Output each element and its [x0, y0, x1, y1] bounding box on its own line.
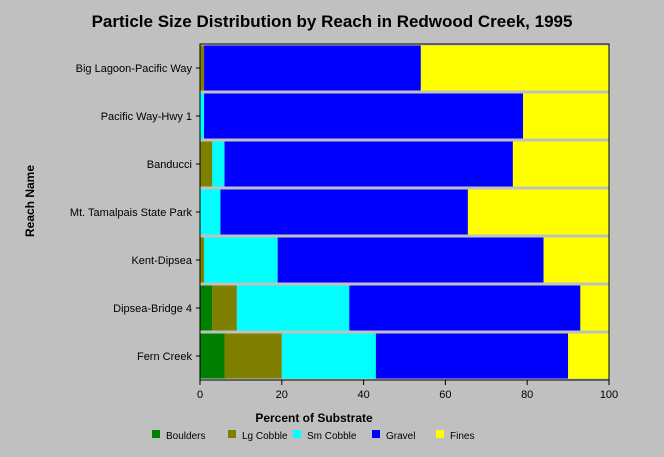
- bar-segment-lg-cobble: [212, 285, 237, 331]
- bar-segment-sm-cobble: [200, 93, 205, 139]
- bar-segment-boulders: [200, 333, 225, 379]
- category-label: Mt. Tamalpais State Park: [70, 207, 193, 219]
- legend-label: Boulders: [166, 431, 205, 442]
- legend-label: Fines: [450, 431, 474, 442]
- bar-segment-fines: [467, 189, 609, 235]
- legend-swatch: [228, 430, 236, 438]
- bar-segment-gravel: [349, 285, 581, 331]
- category-label: Pacific Way-Hwy 1: [101, 111, 192, 123]
- bar-segment-gravel: [204, 93, 524, 139]
- chart-title: Particle Size Distribution by Reach in R…: [91, 12, 573, 31]
- x-tick-label: 0: [197, 389, 203, 401]
- x-tick-label: 60: [439, 389, 451, 401]
- x-tick-label: 100: [600, 389, 618, 401]
- bar-segment-lg-cobble: [200, 141, 213, 187]
- bar-segment-gravel: [375, 333, 569, 379]
- bar-segment-sm-cobble: [212, 141, 225, 187]
- bar-segment-gravel: [220, 189, 468, 235]
- bar-segment-fines: [543, 237, 609, 283]
- category-label: Kent-Dipsea: [131, 255, 192, 267]
- legend-swatch: [436, 430, 444, 438]
- y-axis-title: Reach Name: [23, 165, 37, 237]
- bar-segment-fines: [512, 141, 609, 187]
- legend-label: Sm Cobble: [307, 431, 357, 442]
- bar-segment-gravel: [277, 237, 544, 283]
- bar-segment-lg-cobble: [200, 237, 205, 283]
- bar-segment-gravel: [204, 45, 421, 91]
- bar-segment-lg-cobble: [224, 333, 282, 379]
- bar-segment-boulders: [200, 285, 213, 331]
- x-tick-label: 20: [276, 389, 288, 401]
- bar-segment-sm-cobble: [281, 333, 376, 379]
- legend-label: Gravel: [386, 431, 415, 442]
- x-tick-label: 80: [521, 389, 533, 401]
- bar-segment-fines: [523, 93, 609, 139]
- bar-segment-fines: [420, 45, 609, 91]
- bar-segment-lg-cobble: [200, 45, 205, 91]
- bar-segment-sm-cobble: [204, 237, 278, 283]
- bar-segment-gravel: [224, 141, 513, 187]
- x-axis-title: Percent of Substrate: [255, 411, 373, 425]
- bar-segment-sm-cobble: [236, 285, 350, 331]
- category-label: Big Lagoon-Pacific Way: [76, 63, 193, 75]
- bar-segment-fines: [580, 285, 609, 331]
- legend-swatch: [152, 430, 160, 438]
- category-label: Banducci: [147, 159, 192, 171]
- plot-frame: [199, 43, 610, 381]
- bar-segment-fines: [568, 333, 609, 379]
- legend-swatch: [372, 430, 380, 438]
- legend-swatch: [293, 430, 301, 438]
- category-label: Dipsea-Bridge 4: [113, 303, 192, 315]
- bar-segment-sm-cobble: [200, 189, 221, 235]
- category-label: Fern Creek: [137, 351, 193, 363]
- x-tick-label: 40: [357, 389, 369, 401]
- legend-label: Lg Cobble: [242, 431, 288, 442]
